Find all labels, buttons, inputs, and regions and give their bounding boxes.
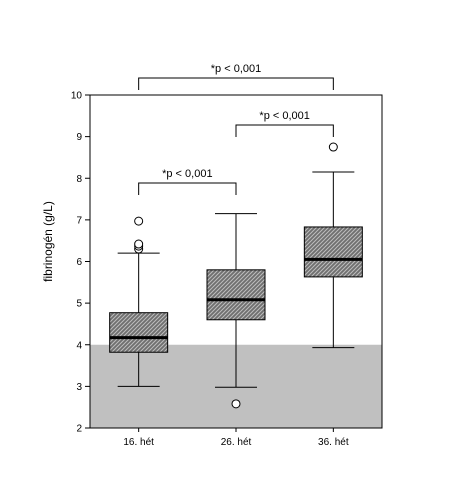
bracket-line	[138, 77, 334, 90]
y-tick-label: 5	[76, 299, 82, 310]
outlier-point	[134, 216, 144, 226]
y-tick-label: 4	[76, 340, 82, 351]
significance-bracket: *p < 0,001	[138, 168, 237, 195]
significance-label: *p < 0,001	[162, 168, 212, 180]
x-tick-label: 36. hét	[318, 437, 349, 448]
x-tick-label: 16. hét	[123, 437, 154, 448]
significance-label: *p < 0,001	[259, 110, 309, 122]
y-tick-label: 8	[76, 174, 82, 185]
iqr-box	[109, 312, 169, 353]
y-tick-label: 9	[76, 132, 82, 143]
outlier-point	[328, 142, 338, 152]
y-tick-label: 6	[76, 257, 82, 268]
bracket-line	[235, 124, 334, 137]
iqr-box	[206, 269, 266, 321]
outlier-point	[134, 239, 144, 249]
significance-bracket: *p < 0,001	[235, 110, 334, 137]
bracket-line	[138, 182, 237, 195]
y-tick-label: 3	[76, 382, 82, 393]
x-tick-label: 26. hét	[221, 437, 252, 448]
box-group	[109, 216, 169, 387]
iqr-box	[303, 226, 363, 278]
y-tick-label: 2	[76, 424, 82, 435]
box-group	[303, 142, 363, 349]
y-tick-label: 7	[76, 215, 82, 226]
significance-bracket: *p < 0,001	[138, 63, 334, 90]
y-axis-title: fibrinogén (g/L)	[41, 201, 55, 282]
significance-label: *p < 0,001	[211, 63, 261, 75]
y-tick-label: 10	[71, 91, 83, 102]
outlier-point	[231, 399, 241, 409]
box-group	[206, 213, 266, 409]
